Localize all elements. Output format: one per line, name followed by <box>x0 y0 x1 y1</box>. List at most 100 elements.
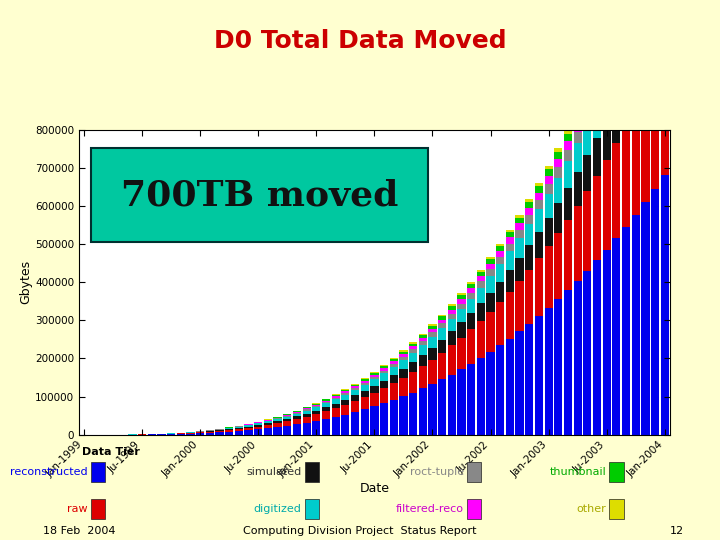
Bar <box>593 83 601 93</box>
Bar <box>380 403 388 435</box>
Bar <box>351 388 359 390</box>
Bar <box>361 382 369 385</box>
Bar <box>487 259 495 264</box>
Bar <box>225 428 233 429</box>
Bar <box>351 401 359 412</box>
Bar <box>554 203 562 233</box>
Bar <box>380 366 388 368</box>
Bar <box>544 166 553 170</box>
Bar <box>380 374 388 381</box>
Bar <box>293 419 301 424</box>
Bar <box>400 360 408 369</box>
Bar <box>622 126 630 227</box>
Bar <box>487 352 495 435</box>
Bar <box>516 223 523 230</box>
Bar <box>418 341 427 345</box>
Bar <box>467 499 481 519</box>
Bar <box>400 352 408 354</box>
Bar <box>448 314 456 319</box>
Bar <box>505 270 514 292</box>
Bar <box>593 70 601 74</box>
Bar <box>631 5 640 22</box>
Bar <box>264 420 272 421</box>
Bar <box>457 369 466 435</box>
Bar <box>380 381 388 388</box>
X-axis label: Date: Date <box>359 482 390 495</box>
Bar <box>535 200 543 209</box>
Bar <box>380 365 388 366</box>
Bar <box>525 245 534 270</box>
Bar <box>438 320 446 323</box>
Bar <box>341 405 349 415</box>
Bar <box>622 81 630 126</box>
Bar <box>631 0 640 5</box>
Bar <box>609 499 624 519</box>
Bar <box>651 70 660 189</box>
Bar <box>293 411 301 412</box>
Bar <box>574 123 582 132</box>
Bar <box>322 401 330 402</box>
Bar <box>312 404 320 406</box>
Bar <box>642 39 649 89</box>
Bar <box>477 276 485 281</box>
Bar <box>593 176 601 260</box>
Bar <box>505 238 514 244</box>
Bar <box>516 230 523 238</box>
Bar <box>418 355 427 366</box>
Text: reconstructed: reconstructed <box>10 467 88 477</box>
Bar <box>487 269 495 276</box>
Bar <box>390 367 398 375</box>
Bar <box>409 372 417 393</box>
Bar <box>312 410 320 414</box>
Bar <box>603 72 611 86</box>
Text: raw: raw <box>67 504 88 514</box>
Bar <box>603 52 611 62</box>
Bar <box>612 25 621 30</box>
Bar <box>380 368 388 370</box>
Bar <box>332 394 340 395</box>
Bar <box>622 227 630 435</box>
Bar <box>487 276 495 293</box>
Bar <box>554 148 562 152</box>
Text: D0 Total Data Moved: D0 Total Data Moved <box>214 29 506 52</box>
Text: simulated: simulated <box>246 467 302 477</box>
Bar <box>283 416 292 419</box>
Bar <box>312 406 320 407</box>
Bar <box>642 89 649 202</box>
Bar <box>544 194 553 218</box>
Bar <box>525 215 534 224</box>
Bar <box>535 316 543 435</box>
Bar <box>467 364 475 435</box>
Bar <box>332 396 340 397</box>
Bar <box>370 380 379 386</box>
Bar <box>206 433 214 435</box>
Bar <box>274 418 282 419</box>
Bar <box>525 202 534 208</box>
Bar <box>564 133 572 141</box>
Bar <box>428 325 436 326</box>
Bar <box>603 249 611 435</box>
Bar <box>370 375 379 377</box>
Bar <box>351 395 359 401</box>
Bar <box>554 159 562 167</box>
Bar <box>225 431 233 435</box>
Bar <box>264 421 272 423</box>
Bar <box>400 350 408 352</box>
Bar <box>274 423 282 427</box>
Bar <box>631 108 640 214</box>
Bar <box>593 138 601 176</box>
Bar <box>341 393 349 395</box>
Bar <box>167 434 175 435</box>
Bar <box>603 86 611 119</box>
Bar <box>332 395 340 396</box>
Bar <box>322 407 330 411</box>
Bar <box>302 408 311 409</box>
Bar <box>254 425 262 427</box>
Bar <box>283 419 292 421</box>
Bar <box>477 358 485 435</box>
Bar <box>245 427 253 428</box>
Bar <box>370 407 379 435</box>
Bar <box>487 264 495 269</box>
Bar <box>448 305 456 306</box>
Bar <box>564 150 572 161</box>
